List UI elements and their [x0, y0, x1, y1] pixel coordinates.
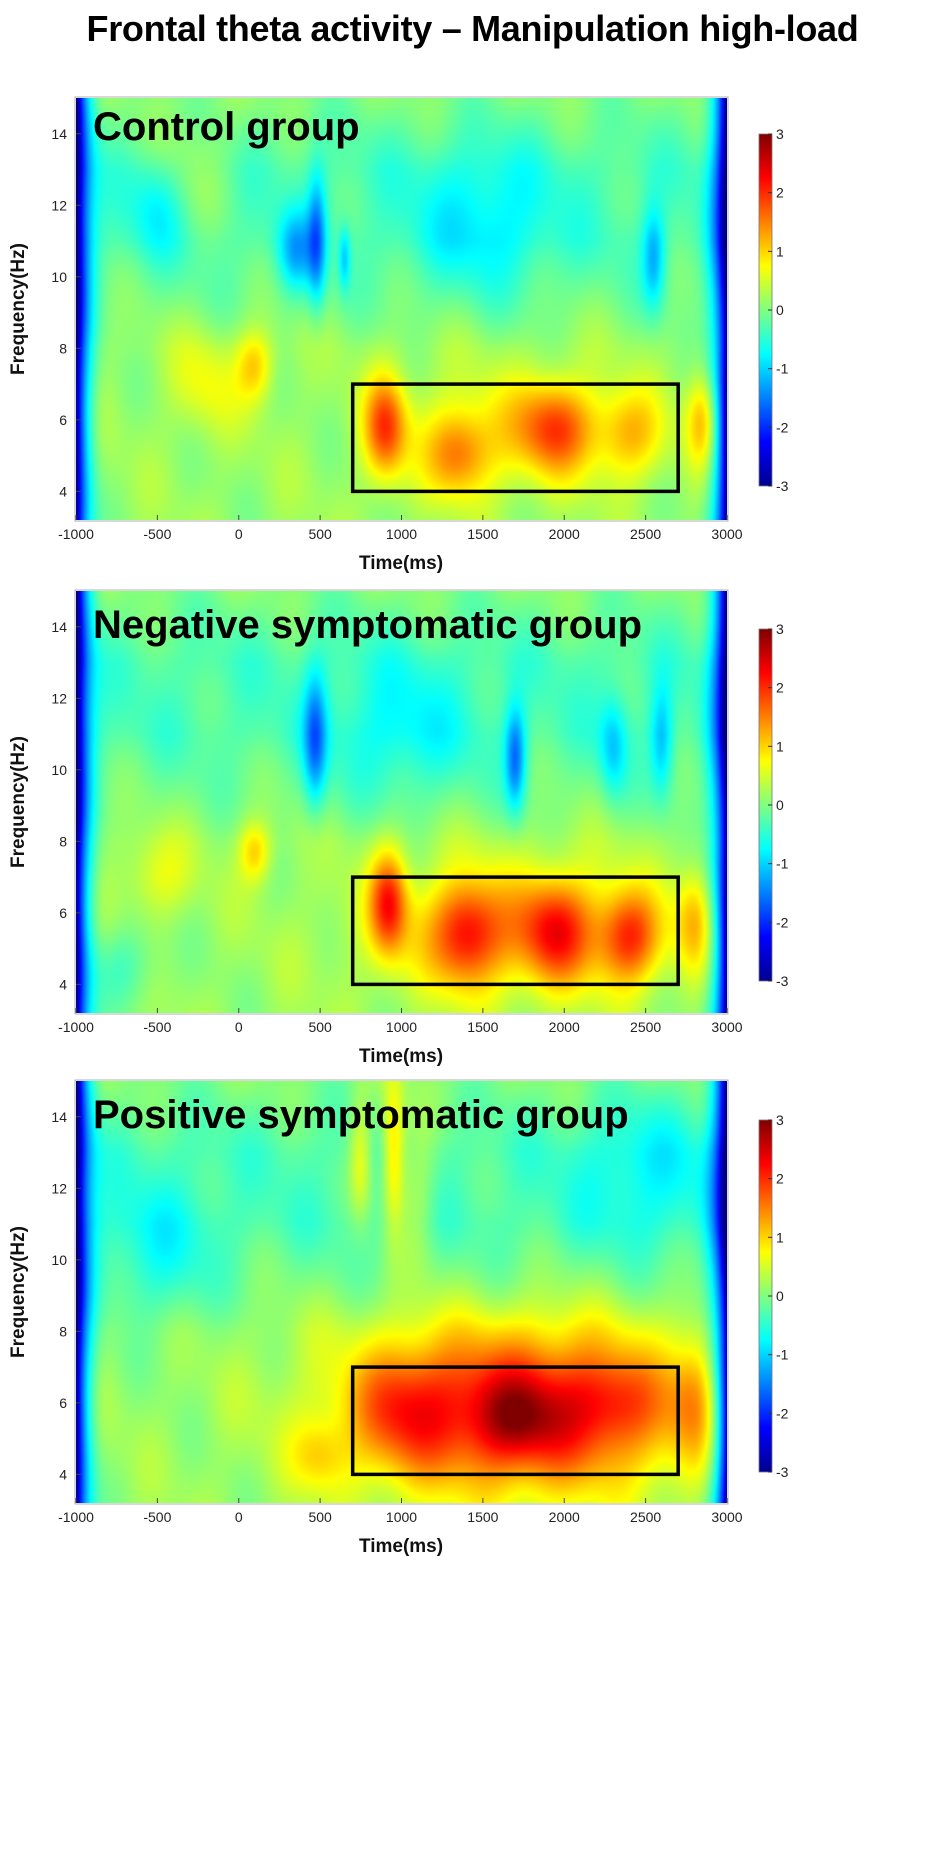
y-tick-label: 14 [51, 619, 67, 635]
heatmap-image [76, 591, 727, 1013]
y-tick-label: 12 [51, 197, 67, 213]
x-tick-label: -500 [143, 1509, 171, 1525]
x-tick-label: 0 [235, 1509, 243, 1525]
x-tick-label: 3000 [711, 1509, 742, 1525]
x-tick-label: 0 [235, 1019, 243, 1035]
x-tick-label: 1000 [386, 1019, 417, 1035]
colorbar-tick-label: 3 [776, 621, 784, 637]
y-tick-label: 14 [51, 1109, 67, 1125]
axes: -1000 -500 0 500 1000 1500 2000 2500 3000 4 6 8 10 12… [51, 1109, 742, 1525]
colorbar-tick-label: 1 [776, 1229, 784, 1245]
y-axis-label: Frequency(Hz) [8, 736, 29, 868]
heatmap-image [76, 1081, 727, 1503]
y-tick-label: 8 [59, 1323, 67, 1339]
figure-title: Frontal theta activity – Manipulation hi… [86, 8, 859, 49]
y-tick-label: 10 [51, 1252, 67, 1268]
y-tick-label: 14 [51, 126, 67, 142]
axes: -1000 -500 0 500 1000 1500 2000 2500 3000 4 6 8 10 12… [51, 126, 742, 542]
y-tick-label: 10 [51, 269, 67, 285]
x-tick-label: 3000 [711, 1019, 742, 1035]
y-axis-label: Frequency(Hz) [8, 243, 29, 375]
colorbar-tick-label: 0 [776, 302, 784, 318]
y-tick-label: 6 [59, 1395, 67, 1411]
y-tick-label: 8 [59, 833, 67, 849]
axes: -1000 -500 0 500 1000 1500 2000 2500 3000 4 6 8 10 12… [51, 619, 742, 1035]
x-tick-label: 500 [308, 1509, 332, 1525]
x-tick-label: 500 [308, 1019, 332, 1035]
y-tick-label: 4 [59, 1466, 67, 1482]
x-tick-label: 0 [235, 526, 243, 542]
x-tick-label: 1500 [467, 1509, 498, 1525]
x-tick-label: -1000 [58, 1019, 94, 1035]
x-tick-label: 2500 [630, 526, 661, 542]
colorbar-tick-label: -2 [776, 1405, 789, 1421]
colorbar-tick-label: 3 [776, 126, 784, 142]
colorbar-tick-label: 0 [776, 797, 784, 813]
x-axis-label: Time(ms) [359, 553, 443, 574]
roi-box [350, 1365, 680, 1477]
colorbar-tick-label: -2 [776, 914, 789, 930]
x-tick-label: 2000 [549, 526, 580, 542]
x-tick-label: 1000 [386, 526, 417, 542]
colorbar-tick-label: 2 [776, 185, 784, 201]
panel-title: Positive symptomatic group [93, 1093, 629, 1137]
x-tick-label: -500 [143, 526, 171, 542]
colorbar-tick-label: -3 [776, 1464, 789, 1480]
x-axis-label: Time(ms) [359, 1536, 443, 1557]
panel-title: Negative symptomatic group [93, 603, 642, 647]
colorbar-tick-label: 2 [776, 1171, 784, 1187]
roi-box [350, 875, 680, 987]
colorbar-tick-label: -1 [776, 361, 789, 377]
colorbar-tick-label: 1 [776, 243, 784, 259]
y-tick-label: 12 [51, 690, 67, 706]
x-tick-label: 2000 [549, 1509, 580, 1525]
y-tick-label: 8 [59, 340, 67, 356]
panel-control: Control group -1000 -500 0 500 1000 1500 2000 2… [8, 96, 789, 574]
colorbar-tick-label: -1 [776, 1347, 789, 1363]
x-tick-label: -500 [143, 1019, 171, 1035]
y-tick-label: 6 [59, 905, 67, 921]
panel-title: Control group [93, 105, 360, 149]
x-tick-label: 2500 [630, 1019, 661, 1035]
roi-box [350, 382, 680, 494]
y-tick-label: 4 [59, 976, 67, 992]
colorbar-tick-label: -3 [776, 478, 789, 494]
colorbar-tick-label: 0 [776, 1288, 784, 1304]
y-tick-label: 12 [51, 1180, 67, 1196]
panel-negative: Negative symptomatic group -1000 -500 0 500… [8, 589, 789, 1067]
x-tick-label: 1500 [467, 526, 498, 542]
x-axis-label: Time(ms) [359, 1046, 443, 1067]
colorbar-tick-label: -2 [776, 419, 789, 435]
colorbar-ticks: 3 2 1 0 -1 -2 -3 [768, 126, 789, 494]
x-tick-label: 1000 [386, 1509, 417, 1525]
colorbar-ticks: 3 2 1 0 -1 -2 -3 [768, 621, 789, 989]
x-tick-label: -1000 [58, 526, 94, 542]
y-tick-label: 4 [59, 483, 67, 499]
colorbar-tick-label: 2 [776, 680, 784, 696]
colorbar-ticks: 3 2 1 0 -1 -2 -3 [768, 1112, 789, 1480]
colorbar-tick-label: 3 [776, 1112, 784, 1128]
y-tick-label: 10 [51, 762, 67, 778]
x-tick-label: 3000 [711, 526, 742, 542]
y-tick-label: 6 [59, 412, 67, 428]
x-tick-label: 2000 [549, 1019, 580, 1035]
x-tick-label: -1000 [58, 1509, 94, 1525]
x-tick-label: 500 [308, 526, 332, 542]
x-tick-label: 1500 [467, 1019, 498, 1035]
colorbar-tick-label: -1 [776, 856, 789, 872]
heatmap-image [76, 98, 727, 520]
x-tick-label: 2500 [630, 1509, 661, 1525]
panel-positive: Positive symptomatic group -1000 -500 0 500… [8, 1079, 789, 1557]
colorbar-tick-label: 1 [776, 738, 784, 754]
y-axis-label: Frequency(Hz) [8, 1226, 29, 1358]
colorbar-tick-label: -3 [776, 973, 789, 989]
